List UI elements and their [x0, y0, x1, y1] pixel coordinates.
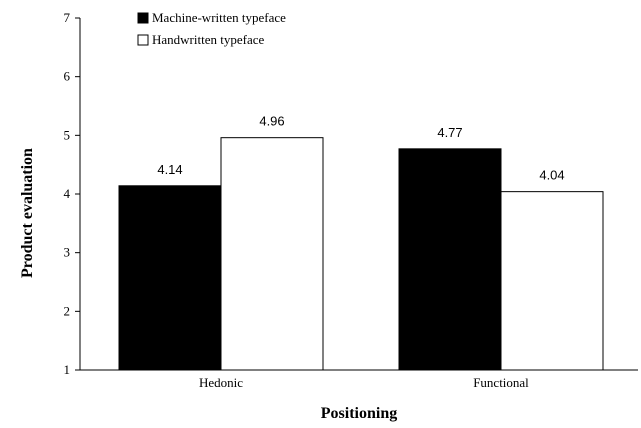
y-tick-label: 3	[64, 245, 71, 260]
bar-value-label: 4.14	[157, 162, 182, 177]
y-tick-label: 2	[64, 303, 71, 318]
category-label-functional: Functional	[473, 375, 529, 390]
y-axis-title: Product evaluation	[19, 148, 36, 278]
bar-value-label: 4.96	[259, 114, 284, 129]
bar-hedonic-machine	[118, 185, 222, 371]
y-tick-label: 1	[64, 362, 71, 377]
legend-swatch-handwritten	[137, 34, 149, 46]
bar-hedonic-handwritten	[220, 137, 324, 371]
legend-label-handwritten: Handwritten typeface	[152, 32, 264, 47]
category-label-hedonic: Hedonic	[199, 375, 243, 390]
y-tick-label: 6	[64, 69, 71, 84]
y-ticks: 1 2 3 4 5 6 7	[64, 10, 80, 377]
legend-swatch-machine	[137, 12, 149, 24]
category-labels: Hedonic Functional	[199, 375, 529, 390]
bar-value-label: 4.77	[437, 125, 462, 140]
y-tick-label: 4	[64, 186, 71, 201]
bar-value-label: 4.04	[539, 168, 564, 183]
bar-functional-handwritten	[500, 191, 604, 371]
bar-functional-machine	[398, 148, 502, 371]
y-tick-label: 5	[64, 127, 71, 142]
bar-value-labels: 4.14 4.96 4.77 4.04	[157, 114, 564, 183]
y-tick-label: 7	[64, 10, 71, 25]
legend-label-machine: Machine-written typeface	[152, 10, 286, 25]
bars	[118, 137, 604, 371]
x-axis-title: Positioning	[321, 405, 397, 422]
legend: Machine-written typeface Handwritten typ…	[137, 10, 286, 47]
